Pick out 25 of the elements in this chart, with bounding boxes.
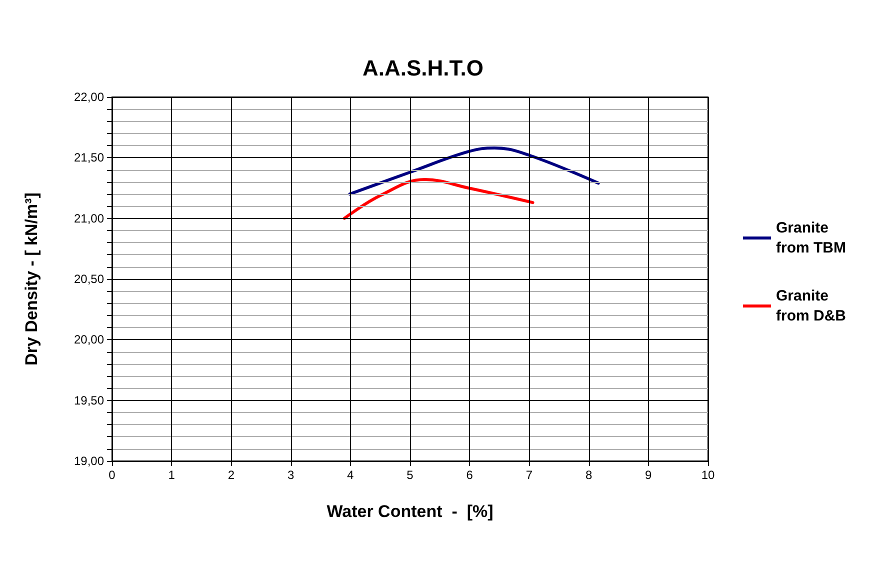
y-tick-label: 22,00 bbox=[74, 90, 104, 104]
x-tick-label: 6 bbox=[466, 468, 474, 482]
x-tick-label: 4 bbox=[347, 468, 354, 482]
x-tick-label: 0 bbox=[108, 468, 116, 482]
x-tick-label: 1 bbox=[168, 468, 176, 482]
y-tick-label: 19,50 bbox=[74, 393, 104, 408]
x-tick-label: 5 bbox=[406, 468, 414, 482]
y-tick-label: 19,00 bbox=[74, 454, 104, 468]
y-tick-label: 21,50 bbox=[74, 150, 104, 165]
y-tick-label: 20,50 bbox=[74, 272, 104, 286]
line-series bbox=[342, 178, 534, 220]
y-tick-label: 20,00 bbox=[74, 332, 104, 347]
x-tick-label: 7 bbox=[526, 468, 533, 482]
x-tick-label: 3 bbox=[287, 468, 294, 482]
x-tick-label: 10 bbox=[701, 468, 715, 482]
chart-title: A.A.S.H.T.O bbox=[362, 56, 484, 80]
legend-label: Granite from TBM bbox=[776, 220, 846, 256]
x-tick-label: 8 bbox=[585, 468, 592, 482]
x-axis-title: Water Content - [%] bbox=[326, 502, 494, 521]
x-tick-label: 2 bbox=[228, 468, 235, 482]
x-tick-label: 9 bbox=[645, 468, 652, 482]
line-series bbox=[348, 146, 600, 196]
y-tick-label: 21,00 bbox=[74, 211, 104, 226]
y-axis-title: Dry Density - [ kN/m³] bbox=[22, 192, 41, 366]
legend-label: Granite from D&B bbox=[776, 288, 846, 324]
